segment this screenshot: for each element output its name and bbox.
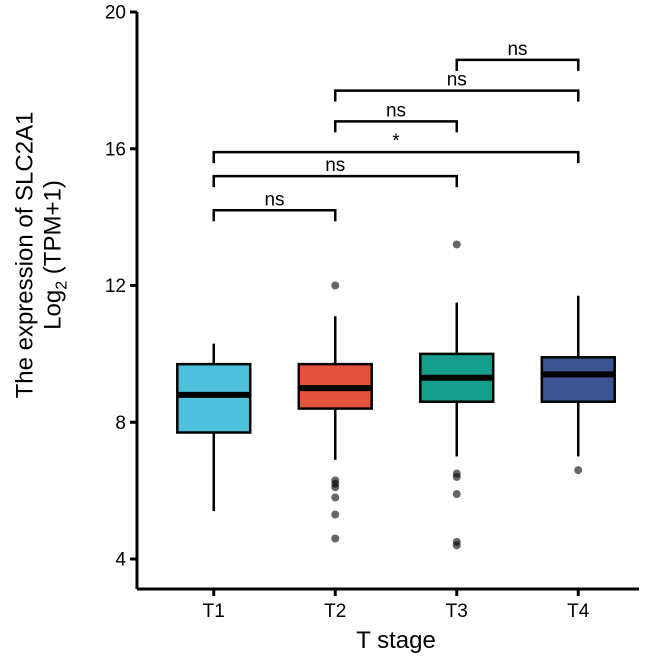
bracket-t3-t4: ns bbox=[455, 39, 580, 71]
significance-label: ns bbox=[325, 155, 345, 176]
boxes bbox=[176, 240, 616, 550]
box-iqr bbox=[540, 356, 616, 403]
y-tick-label: 4 bbox=[115, 550, 126, 571]
outlier-point bbox=[331, 483, 340, 492]
outlier-point bbox=[331, 510, 340, 519]
significance-label: ns bbox=[507, 39, 527, 60]
box-t3 bbox=[419, 240, 495, 550]
bracket-line bbox=[212, 209, 337, 222]
box-iqr bbox=[176, 362, 252, 434]
x-tick-label: T3 bbox=[446, 601, 468, 622]
y-axis-title-subscript: 2 bbox=[53, 281, 70, 290]
significance-label: ns bbox=[264, 189, 284, 210]
bracket-t1-t4: * bbox=[212, 131, 580, 164]
y-tick-label: 20 bbox=[105, 3, 126, 24]
x-tick-label: T1 bbox=[203, 601, 225, 622]
outlier-point bbox=[452, 541, 461, 550]
y-axis-title-log: Log bbox=[39, 290, 66, 330]
significance-brackets: ns ns * ns ns ns bbox=[212, 39, 580, 222]
outlier-point bbox=[574, 466, 583, 475]
x-axis-title: T stage bbox=[356, 627, 436, 654]
y-axis-title-line1: The expression of SLC2A1 bbox=[11, 112, 38, 399]
box-t4 bbox=[540, 295, 616, 475]
bracket-line bbox=[212, 174, 458, 188]
bracket-line bbox=[455, 58, 580, 71]
significance-label: * bbox=[392, 131, 400, 152]
y-tick-label: 8 bbox=[115, 413, 126, 434]
y-tick-label: 16 bbox=[105, 139, 126, 160]
bracket-line bbox=[334, 120, 458, 133]
box-t1 bbox=[176, 343, 252, 512]
bracket-t2-t3: ns bbox=[334, 100, 458, 133]
bracket-t1-t3: ns bbox=[212, 155, 458, 188]
x-tick-label: T2 bbox=[324, 601, 346, 622]
significance-label: ns bbox=[386, 100, 406, 121]
bracket-line bbox=[212, 150, 580, 164]
y-tick-label: 12 bbox=[105, 276, 126, 297]
x-tick-label: T4 bbox=[567, 601, 590, 622]
outlier-point bbox=[331, 281, 340, 290]
outlier-point bbox=[331, 534, 340, 543]
outlier-point bbox=[452, 240, 461, 249]
box-t2 bbox=[297, 281, 373, 543]
significance-label: ns bbox=[447, 70, 467, 91]
bracket-line bbox=[334, 89, 580, 102]
axes: 4 8 12 16 20 T1 T2 T3 T4 bbox=[105, 3, 639, 622]
bracket-t2-t4: ns bbox=[334, 70, 580, 102]
bracket-t1-t2: ns bbox=[212, 189, 337, 222]
y-axis-title: The expression of SLC2A1 Log2 (TPM+1) bbox=[11, 112, 70, 399]
outlier-point bbox=[331, 493, 340, 502]
y-axis-title-units: (TPM+1) bbox=[39, 180, 66, 281]
outlier-point bbox=[452, 472, 461, 481]
outlier-point bbox=[452, 490, 461, 499]
y-axis-title-line2: Log2 (TPM+1) bbox=[39, 180, 70, 330]
